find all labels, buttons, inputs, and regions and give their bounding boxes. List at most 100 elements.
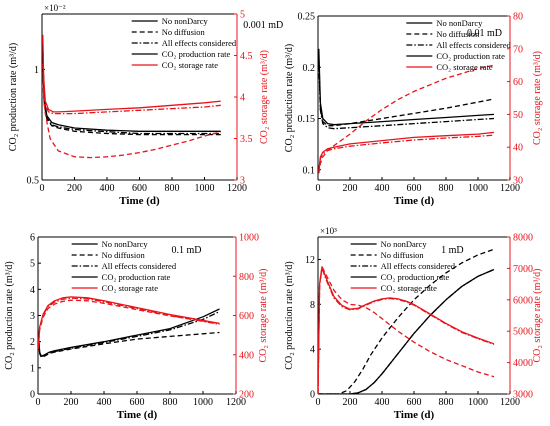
series-line-production-dashed <box>318 248 495 394</box>
y-right-tick-label: 5000 <box>513 327 533 338</box>
y-left-axis-label: CO₂ production rate (m³/d) <box>284 44 295 152</box>
y-left-tick-label: 4 <box>30 285 35 296</box>
y-left-tick-label: 3 <box>30 311 35 322</box>
legend-label: No nonDarcy <box>436 18 483 28</box>
legend-label: CO₂ storage rate <box>381 283 438 293</box>
x-tick-label: 1000 <box>195 183 215 194</box>
series-line-production-dashdot <box>318 62 495 130</box>
y-right-axis-label: CO₂ storage rate (m³/d) <box>532 51 543 145</box>
legend-label: CO₂ production rate <box>162 49 231 59</box>
x-tick-label: 800 <box>439 397 454 408</box>
y-left-tick-label: 0.1 <box>303 165 316 176</box>
y-right-axis-label: CO₂ storage rate (m³/d) <box>532 269 543 363</box>
x-tick-label: 1200 <box>500 183 520 194</box>
series-group <box>38 296 220 359</box>
exponent-label: ×10⁻² <box>44 3 66 13</box>
permeability-annotation: 0.001 mD <box>243 20 283 31</box>
x-tick-label: 200 <box>64 397 79 408</box>
y-left-tick-label: 8 <box>310 300 315 311</box>
x-tick-label: 600 <box>407 397 422 408</box>
series-line-production-dashdot <box>318 268 495 394</box>
x-tick-label: 0 <box>316 183 321 194</box>
y-left-tick-label: 2 <box>30 337 35 348</box>
x-tick-label: 200 <box>343 397 358 408</box>
x-tick-label: 800 <box>163 397 178 408</box>
series-line-production-dashdot <box>42 58 221 135</box>
x-tick-label: 600 <box>130 397 145 408</box>
series-line-storage-dashdot <box>318 134 495 172</box>
permeability-annotation: 1 mD <box>441 245 464 256</box>
y-right-axis-label: CO₂ storage rate (m³/d) <box>259 50 270 144</box>
y-left-axis-label: CO₂ production rate (m³/d) <box>4 261 15 369</box>
y-left-tick-label: 0 <box>30 390 35 401</box>
series-line-storage-solid <box>38 296 220 347</box>
y-right-tick-label: 4000 <box>513 358 533 369</box>
y-right-tick-label: 800 <box>239 272 254 283</box>
y-right-tick-label: 30 <box>513 176 523 187</box>
legend-label: No diffusion <box>102 250 146 260</box>
legend-label: All effects considered <box>162 38 237 48</box>
y-left-axis-label: CO₂ production rate (m³/d) <box>8 43 19 151</box>
permeability-annotation: 0.1 mD <box>172 245 202 256</box>
series-line-storage-solid <box>318 131 495 171</box>
y-right-tick-label: 60 <box>513 77 523 88</box>
x-tick-label: 800 <box>439 183 454 194</box>
legend-label: No diffusion <box>436 29 480 39</box>
x-axis-label: Time (d) <box>117 409 158 421</box>
exponent-label: ×10³ <box>320 226 337 236</box>
y-left-tick-label: 0 <box>310 390 315 401</box>
legend-label: No diffusion <box>162 27 206 37</box>
series-line-storage-dashed <box>42 63 221 159</box>
legend-label: CO₂ storage rate <box>436 62 493 72</box>
legend-label: All effects considered <box>436 40 511 50</box>
y-left-tick-label: 1 <box>30 363 35 374</box>
legend-label: No diffusion <box>381 250 425 260</box>
y-right-tick-label: 50 <box>513 110 523 121</box>
series-line-storage-dashdot <box>42 38 221 115</box>
series-line-storage-dashed <box>38 299 220 349</box>
x-tick-label: 0 <box>40 183 45 194</box>
y-left-tick-label: 4 <box>310 345 315 356</box>
y-right-tick-label: 80 <box>513 12 523 23</box>
x-tick-label: 200 <box>343 183 358 194</box>
y-right-tick-label: 4 <box>240 93 245 104</box>
y-right-tick-label: 3 <box>240 176 245 187</box>
legend-label: CO₂ storage rate <box>162 60 219 70</box>
series-line-production-dashed <box>38 331 220 359</box>
x-tick-label: 600 <box>407 183 422 194</box>
legend-label: No nonDarcy <box>381 239 428 249</box>
series-line-storage-dashed <box>318 266 495 394</box>
y-right-tick-label: 3000 <box>513 390 533 401</box>
y-right-tick-label: 200 <box>239 390 254 401</box>
y-right-tick-label: 1000 <box>239 233 259 244</box>
x-tick-label: 400 <box>100 183 115 194</box>
x-tick-label: 0 <box>316 397 321 408</box>
legend-label: All effects considered <box>102 261 177 271</box>
legend-label: No nonDarcy <box>162 16 209 26</box>
chart-panel-4: 0 200 400 600 800 1000 1200 0 4 8 12 3000 4000 5000 60… <box>284 226 543 421</box>
permeability-annotation: 0.01 mD <box>467 28 502 39</box>
y-right-tick-label: 7000 <box>513 264 533 275</box>
x-axis-label: Time (d) <box>394 409 435 421</box>
chart-panel-2: 0 200 400 600 800 1000 1200 0.1 0.15 0.2 0.25 30 40 5… <box>284 12 543 208</box>
y-right-axis-label: CO₂ storage rate (m³/d) <box>258 269 269 363</box>
x-tick-label: 400 <box>375 397 390 408</box>
x-tick-label: 1200 <box>227 183 247 194</box>
legend-label: CO₂ production rate <box>381 272 450 282</box>
y-left-axis-label: CO₂ production rate (m³/d) <box>284 261 295 369</box>
x-tick-label: 1000 <box>468 183 488 194</box>
series-line-storage-dashed <box>318 64 495 174</box>
y-left-tick-label: 0.15 <box>298 114 316 125</box>
x-tick-label: 1000 <box>468 397 488 408</box>
y-right-tick-label: 3.5 <box>240 134 253 145</box>
y-right-tick-label: 70 <box>513 44 523 55</box>
series-group <box>318 248 495 394</box>
y-left-tick-label: 6 <box>30 233 35 244</box>
legend-label: CO₂ production rate <box>102 272 171 282</box>
y-right-tick-label: 5 <box>240 10 245 21</box>
series-line-production-dashed <box>42 60 221 136</box>
